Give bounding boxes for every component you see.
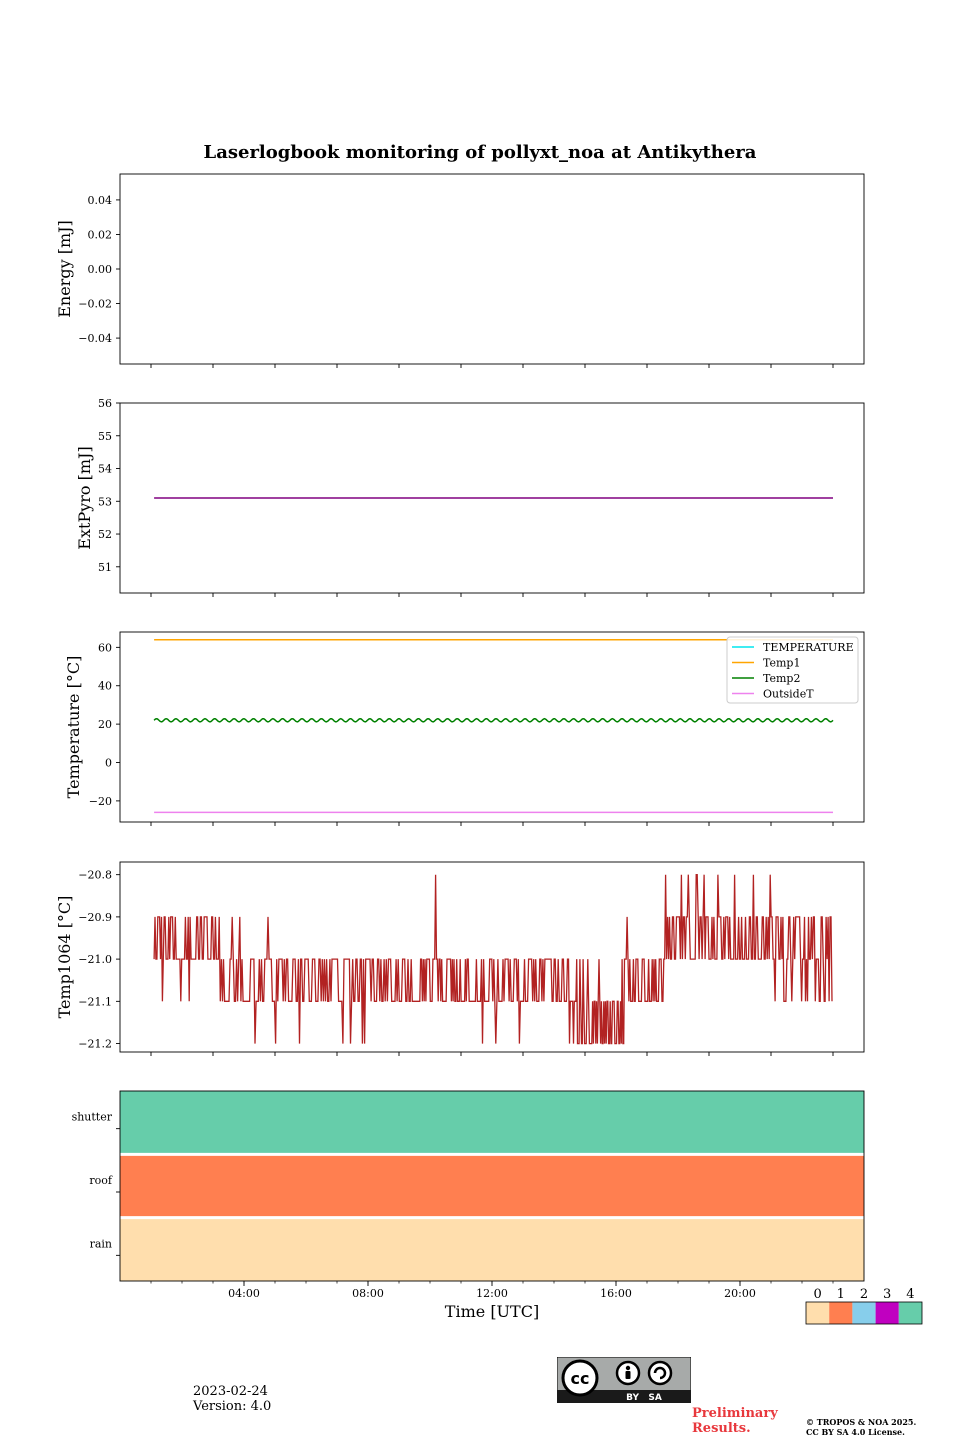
colorbar-cell-0 [806,1302,830,1324]
y-tick-label: 52 [98,528,112,541]
colorbar-tick-label: 4 [906,1287,914,1302]
y-tick-label: −20.8 [78,869,112,882]
axes-frame-energy [119,173,865,365]
x-tick-label: 16:00 [600,1287,632,1300]
y-tick-label: 0 [105,757,112,770]
y-tick-label: −21.0 [78,953,112,966]
colorbar-tick-label: 1 [837,1287,845,1302]
y-tick-label: −20 [89,795,112,808]
y-tick-label: −20.9 [78,911,112,924]
panel-temp1064: −20.8 −20.9 −21.0 −21.1 −21.2 Temp1064 [°C] [55,861,865,1056]
y-tick-label: 55 [98,430,112,443]
x-axis-label: Time [UTC] [445,1302,539,1321]
date-label: 2023-02-24 [193,1384,268,1399]
copyright-note: © TROPOS & NOA 2025. CC BY SA 4.0 Licens… [806,1417,956,1437]
preliminary-line-2: Results. [692,1421,751,1436]
y-tick-label: 51 [98,561,112,574]
colorbar-cell-3 [875,1302,899,1324]
cc-logo-icon [561,1359,599,1397]
y-tick-label: 54 [98,463,112,476]
x-tick-label: 20:00 [724,1287,756,1300]
figure-title: Laserlogbook monitoring of pollyxt_noa a… [204,142,757,163]
y-tick-label: 0.04 [88,194,113,207]
status-row-shutter [120,1091,864,1155]
y-tick-label: 53 [98,495,112,508]
axes-frame-temperature [119,631,865,823]
legend-label-temperature: TEMPERATURE [763,641,854,654]
colorbar-frame [805,1301,923,1325]
run-info: 2023-02-24 Version: 4.0 [193,1384,271,1414]
colorbar-cell-1 [829,1302,853,1324]
y-tick-label: 56 [98,397,112,410]
y-tick-label: 0.02 [88,228,113,241]
y-axis-label-temp1064: Temp1064 [°C] [55,896,74,1019]
colorbar-tick-label: 3 [883,1287,891,1302]
legend-box [726,636,859,704]
y-tick-label: 20 [98,718,112,731]
cc-badge-bottom-bar [557,1390,691,1403]
y-tick-label: 40 [98,680,112,693]
colorbar-cell-4 [898,1302,922,1324]
panel-temperature: 60 40 20 0 −20 Temperature [°C] TEMPERATURE Tem… [64,631,865,826]
colorbar-tick-label: 2 [860,1287,868,1302]
y-tick-label: −21.2 [78,1038,112,1051]
series-line-temp1064-0 [153,874,833,1045]
series-line-temperature-2 [153,717,834,723]
colorbar-cell-2 [852,1302,876,1324]
y-tick-label: −0.04 [78,332,112,345]
preliminary-note: Preliminary Results. [692,1406,802,1436]
colorbar-tick-label: 0 [813,1287,821,1302]
y-axis-label-extpyro: ExtPyro [mJ] [75,446,94,549]
axes-frame-temp1064 [119,861,865,1053]
panel-status: shutter roof rain 04:00 08:00 12:00 16:00 20:00… [72,1090,923,1325]
cc-logo-letters: cc [571,1369,590,1388]
panel-energy: 0.04 0.02 0.00 −0.02 −0.04 Energy [mJ] [55,173,865,368]
status-row-label-rain: rain [90,1237,112,1250]
axes-frame-extpyro [119,402,865,594]
copyright-line-2: CC BY SA 4.0 License. [806,1427,905,1437]
preliminary-line-1: Preliminary [692,1406,778,1421]
cc-badge-text: BY SA [626,1393,662,1403]
x-tick-label: 08:00 [352,1287,384,1300]
legend-label-temp1: Temp1 [763,657,800,670]
status-row-label-roof: roof [89,1174,113,1187]
y-axis-label-energy: Energy [mJ] [55,220,74,318]
x-tick-label: 04:00 [228,1287,260,1300]
y-axis-label-temperature: Temperature [°C] [64,656,83,799]
y-tick-label: −21.1 [78,995,112,1008]
y-tick-label: 60 [98,641,112,654]
y-tick-label: 0.00 [88,263,113,276]
x-tick-label: 12:00 [476,1287,508,1300]
sa-sharealike-icon [647,1360,673,1386]
status-row-roof [120,1154,864,1218]
version-label: Version: 4.0 [193,1399,272,1414]
by-person-body [625,1371,631,1379]
by-person-head [625,1365,631,1371]
copyright-line-1: © TROPOS & NOA 2025. [806,1417,917,1427]
legend-label-outsidet: OutsideT [763,688,814,701]
y-tick-label: −0.02 [78,298,112,311]
status-row-label-shutter: shutter [72,1111,113,1124]
cc-license-badge: cc BY SA [557,1357,691,1403]
legend-label-temp2: Temp2 [763,672,800,685]
status-row-rain [120,1217,864,1281]
sa-arrow-arc [653,1366,667,1380]
panel-extpyro: 56 55 54 53 52 51 ExtPyro [mJ] [75,397,865,597]
